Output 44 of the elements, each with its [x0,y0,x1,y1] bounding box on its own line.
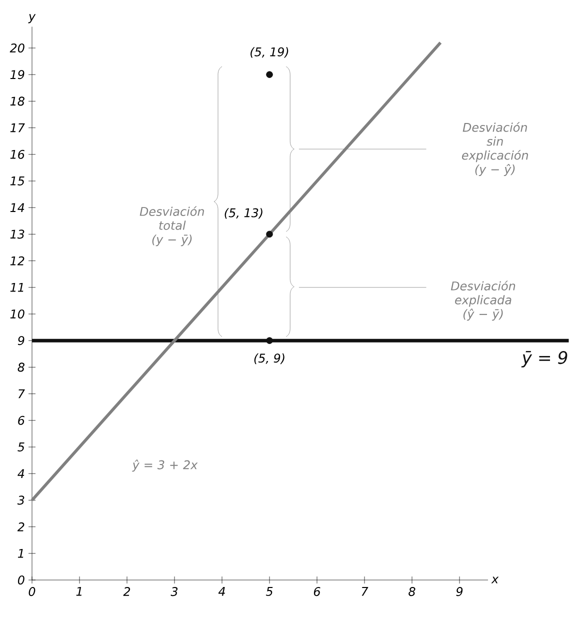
x-axis-title: x [491,576,499,584]
y-axis-title: y [28,14,36,24]
x-tick-label: 5 [266,587,273,596]
y-tick-label: 16 [10,150,24,159]
y-tick-label: 4 [18,469,24,478]
annotation: ŷ = 3 + 2x [132,460,198,472]
y-tick-label: 13 [10,230,24,239]
point [266,337,273,344]
annotation: Desviación explicada (ŷ − ȳ) [450,280,516,321]
y-tick-label: 10 [10,309,24,319]
annotation: (5, 19) [250,47,288,58]
y-tick-label: 3 [17,496,24,505]
y-tick-label: 9 [18,336,24,346]
y-tick-label: 18 [10,96,24,106]
y-tick-label: 19 [10,70,24,80]
ref-line-label: ȳ = 9 [521,351,568,368]
x-tick-label: 3 [170,587,178,596]
point [266,230,273,238]
y-tick-label: 17 [10,123,25,132]
x-tick-label: 6 [314,587,320,596]
x-tick-label: 8 [408,587,416,596]
annotation: Desviación total (y − ȳ) [140,206,204,246]
annotation: (5, 13) [224,208,262,219]
y-tick-label: 8 [18,362,24,372]
y-tick-label: 6 [18,416,24,425]
x-tick-label: 2 [123,587,130,596]
y-tick-label: 15 [10,176,24,186]
x-tick-label: 9 [456,587,463,596]
y-tick-label: 14 [10,203,24,212]
y-tick-label: 0 [18,575,24,585]
y-tick-label: 12 [10,256,24,266]
x-tick-label: 0 [28,587,36,596]
y-tick-label: 20 [10,43,24,53]
y-tick-label: 5 [18,442,24,452]
point [266,71,273,78]
x-tick-label: 4 [218,587,225,596]
y-tick-label: 7 [18,389,25,398]
y-tick-label: 1 [18,549,24,558]
x-tick-label: 7 [362,587,368,596]
y-tick-label: 11 [10,283,24,292]
y-tick-label: 2 [17,522,24,532]
annotation: Desviación sin explicación (y − ŷ) [462,122,528,176]
annotation: (5, 9) [254,353,284,364]
x-tick-label: 1 [76,587,82,596]
